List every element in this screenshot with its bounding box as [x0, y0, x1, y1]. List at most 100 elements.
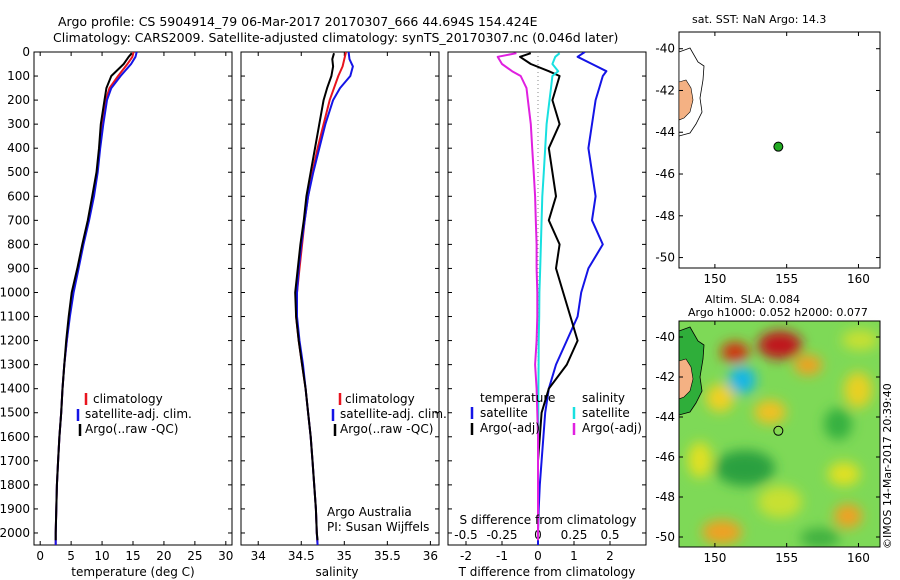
sst-map-xtick-label: 160	[847, 272, 870, 286]
sla-blob-9	[715, 450, 775, 486]
title-line-2: Climatology: CARS2009. Satellite-adjuste…	[53, 30, 618, 45]
sla-map-ytick-label: -48	[655, 490, 675, 504]
difference-legend-s-argo: Argo(-adj)	[582, 421, 642, 435]
imos-credit: ©IMOS 14-Mar-2017 20:39:40	[881, 383, 894, 549]
temperature-ytick-label: 100	[7, 69, 30, 83]
difference-xlabel: T difference from climatology	[458, 565, 636, 579]
temperature-panel: 0100200300400500600700800900100011001200…	[0, 45, 233, 579]
difference-xtick-t-label: 0	[534, 549, 542, 563]
sla-blob-1	[758, 331, 802, 359]
temperature-ytick-label: 600	[7, 189, 30, 203]
salinity-lines	[294, 52, 354, 545]
sla-blob-16	[842, 330, 878, 350]
temperature-xtick-label: 25	[187, 549, 202, 563]
sst-map-title: sat. SST: NaN Argo: 14.3	[692, 13, 826, 26]
temperature-plot-frame	[33, 51, 233, 546]
sla-map-frame	[678, 320, 881, 548]
temperature-ytick-label: 400	[7, 141, 30, 155]
salinity-annotation-line-2: PI: Susan Wijffels	[327, 520, 429, 534]
salinity-legend: climatology satellite-adj. clim. Argo(..…	[331, 392, 447, 436]
sst-map-xtick-label: 150	[703, 272, 726, 286]
sla-blob-3	[794, 355, 822, 375]
temperature-xtick-label: 30	[218, 549, 233, 563]
temperature-xtick-label: 20	[156, 549, 171, 563]
temperature-series-2	[54, 52, 133, 541]
title-line-1: Argo profile: CS 5904914_79 06-Mar-2017 …	[58, 14, 538, 29]
sla-map-tasmania	[679, 358, 694, 400]
difference-legend-title-temperature: temperature	[480, 391, 555, 405]
sla-blob-4	[728, 366, 756, 394]
sla-blob-13	[702, 520, 742, 544]
sla-blob-8	[824, 408, 852, 440]
sla-blob-15	[688, 442, 712, 478]
difference-series-0	[537, 52, 608, 545]
sla-blob-6	[754, 400, 786, 424]
temperature-axis-ticks: 0100200300400500600700800900100011001200…	[0, 45, 233, 563]
temperature-ytick-label: 900	[7, 261, 30, 275]
salinity-panel: 34 34.5 35 35.5 36 salinity climatology sate…	[240, 51, 447, 579]
temperature-ytick-label: 200	[7, 93, 30, 107]
salinity-legend-climatology: climatology	[345, 392, 415, 406]
difference-xtick-s-label: 0.25	[561, 528, 588, 542]
temperature-legend-satellite: satellite-adj. clim.	[85, 407, 192, 421]
sst-map-ytick-label: -48	[655, 209, 675, 223]
sla-map-points	[773, 425, 784, 436]
temperature-legend-argo: Argo(..raw -QC)	[85, 422, 178, 436]
temperature-legend-climatology: climatology	[93, 392, 163, 406]
sla-map-title: Altim. SLA: 0.084	[705, 293, 800, 306]
temperature-ytick-label: 500	[7, 165, 30, 179]
sla-map-axis-ticks: 150 155 160 -40 -42 -44 -46 -48 -50	[655, 321, 880, 565]
salinity-annotation-line-1: Argo Australia	[327, 505, 412, 519]
sla-map-ytick-label: -42	[655, 370, 675, 384]
temperature-xtick-label: 0	[36, 549, 44, 563]
temperature-ytick-label: 1300	[0, 358, 30, 372]
sla-blob-2	[721, 342, 749, 362]
temperature-ytick-label: 1600	[0, 430, 30, 444]
salinity-xtick-label: 34	[251, 549, 266, 563]
sla-map-ytick-label: -46	[655, 450, 675, 464]
sst-map-points	[773, 141, 784, 152]
temperature-xtick-label: 5	[67, 549, 75, 563]
difference-legend-t-satellite: satellite	[480, 406, 528, 420]
difference-lines	[496, 52, 608, 545]
temperature-ytick-label: 1400	[0, 382, 30, 396]
sla-blob-11	[834, 504, 862, 528]
difference-series-3	[496, 52, 539, 541]
temperature-ytick-label: 1900	[0, 502, 30, 516]
sla-map-blobs	[688, 330, 878, 547]
salinity-xtick-label: 35	[337, 549, 352, 563]
difference-xtick-s-label: -0.5	[454, 528, 477, 542]
sla-map-ytick-label: -44	[655, 410, 675, 424]
salinity-series-2	[294, 52, 335, 541]
sst-map-ytick-label: -46	[655, 167, 675, 181]
difference-legend-title-salinity: salinity	[582, 391, 625, 405]
sla-map-panel: Altim. SLA: 0.084 Argo h1000: 0.052 h200…	[655, 293, 881, 565]
temperature-legend: climatology satellite-adj. clim. Argo(..…	[76, 392, 192, 436]
difference-xtick-t-label: -2	[460, 549, 472, 563]
sla-blob-5	[706, 384, 734, 412]
sla-blob-12	[758, 486, 802, 518]
difference-xtick-t-label: -1	[496, 549, 508, 563]
salinity-xtick-label: 34.5	[288, 549, 315, 563]
temperature-ytick-label: 1700	[0, 454, 30, 468]
salinity-xlabel: salinity	[315, 565, 358, 579]
temperature-lines	[54, 52, 138, 545]
temperature-ytick-label: 1000	[0, 285, 30, 299]
argo-float-marker	[773, 141, 784, 152]
temperature-ytick-label: 1200	[0, 334, 30, 348]
sla-map-xtick-label: 150	[703, 551, 726, 565]
sst-map-xtick-label: 155	[775, 272, 798, 286]
salinity-xtick-label: 36	[423, 549, 438, 563]
sst-map-ytick-label: -42	[655, 83, 675, 97]
difference-legend: temperature salinity satellite Argo(-adj…	[470, 391, 642, 435]
salinity-axis-ticks: 34 34.5 35 35.5 36	[241, 51, 439, 563]
difference-legend-s-satellite: satellite	[582, 406, 630, 420]
salinity-xtick-label: 35.5	[374, 549, 401, 563]
sst-map-ytick-label: -44	[655, 125, 675, 139]
sst-map-panel: sat. SST: NaN Argo: 14.3 150 155 160 -40 -42…	[655, 13, 881, 286]
temperature-ytick-label: 300	[7, 117, 30, 131]
argo-float-marker	[773, 425, 784, 436]
difference-xtick-s-label: -0.25	[486, 528, 517, 542]
temperature-ytick-label: 1100	[0, 310, 30, 324]
sla-map-heatmap	[679, 321, 880, 547]
